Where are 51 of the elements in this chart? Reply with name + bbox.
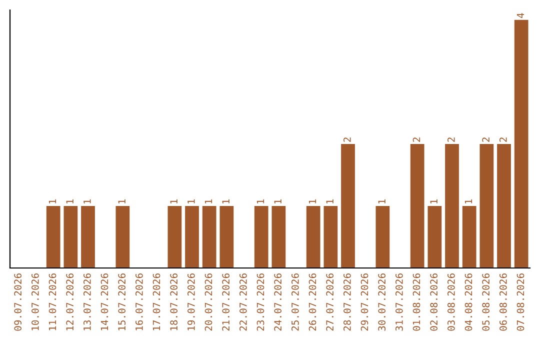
data-label: 2 — [499, 138, 507, 142]
x-tick-label: 30.07.2026 — [378, 273, 386, 331]
x-tick-label: 03.08.2026 — [447, 273, 455, 331]
data-label: 1 — [48, 199, 56, 204]
data-label: 1 — [222, 199, 230, 204]
data-label: 2 — [343, 138, 351, 142]
x-tick-label: 10.07.2026 — [31, 273, 39, 330]
x-tick-label: 01.08.2026 — [412, 273, 420, 331]
x-tick-label: 23.07.2026 — [256, 273, 264, 331]
x-tick-label: 17.07.2026 — [152, 273, 160, 330]
x-tick-label: 14.07.2026 — [100, 273, 108, 330]
x-tick-label: 07.08.2026 — [516, 273, 524, 331]
x-tick-label: 21.07.2026 — [222, 273, 230, 331]
data-label: 2 — [447, 138, 455, 142]
data-label: 1 — [326, 199, 334, 204]
data-label: 1 — [464, 199, 472, 204]
data-label: 2 — [482, 138, 490, 142]
x-tick-label: 24.07.2026 — [274, 273, 282, 331]
data-label: 1 — [118, 199, 126, 204]
data-label: 1 — [204, 199, 212, 204]
x-tick-label: 16.07.2026 — [135, 273, 143, 330]
data-label: 1 — [188, 199, 195, 204]
x-tick-label: 22.07.2026 — [239, 273, 247, 331]
data-label: 1 — [170, 199, 178, 204]
x-tick-label: 02.08.2026 — [430, 273, 438, 331]
data-label: 1 — [430, 199, 438, 204]
x-tick-label: 15.07.2026 — [118, 273, 126, 330]
x-tick-label: 18.07.2026 — [170, 273, 178, 330]
x-tick-label: 27.07.2026 — [326, 273, 334, 331]
x-tick-label: 04.08.2026 — [464, 273, 472, 331]
data-label: 2 — [412, 138, 420, 142]
x-tick-label: 05.08.2026 — [482, 273, 490, 331]
x-tick-label: 31.07.2026 — [395, 273, 403, 331]
x-tick-label: 06.08.2026 — [499, 273, 507, 331]
data-label: 1 — [66, 199, 74, 204]
data-label: 1 — [84, 199, 91, 204]
x-tick-label: 29.07.2026 — [360, 273, 368, 331]
data-label: 1 — [256, 199, 264, 204]
x-tick-label: 28.07.2026 — [343, 273, 351, 331]
x-tick-label: 26.07.2026 — [308, 273, 316, 331]
data-label: 1 — [378, 199, 386, 204]
x-tick-label: 12.07.2026 — [66, 273, 74, 330]
x-tick-label: 19.07.2026 — [187, 273, 195, 330]
x-tick-label: 25.07.2026 — [291, 273, 299, 331]
data-label: 4 — [516, 13, 524, 18]
x-tick-label: 13.07.2026 — [83, 273, 91, 330]
data-label: 1 — [274, 199, 282, 204]
x-tick-label: 11.07.2026 — [48, 273, 56, 330]
x-tick-label: 09.07.2026 — [14, 273, 22, 331]
data-label: 1 — [308, 199, 316, 204]
x-tick-label: 20.07.2026 — [204, 273, 212, 331]
